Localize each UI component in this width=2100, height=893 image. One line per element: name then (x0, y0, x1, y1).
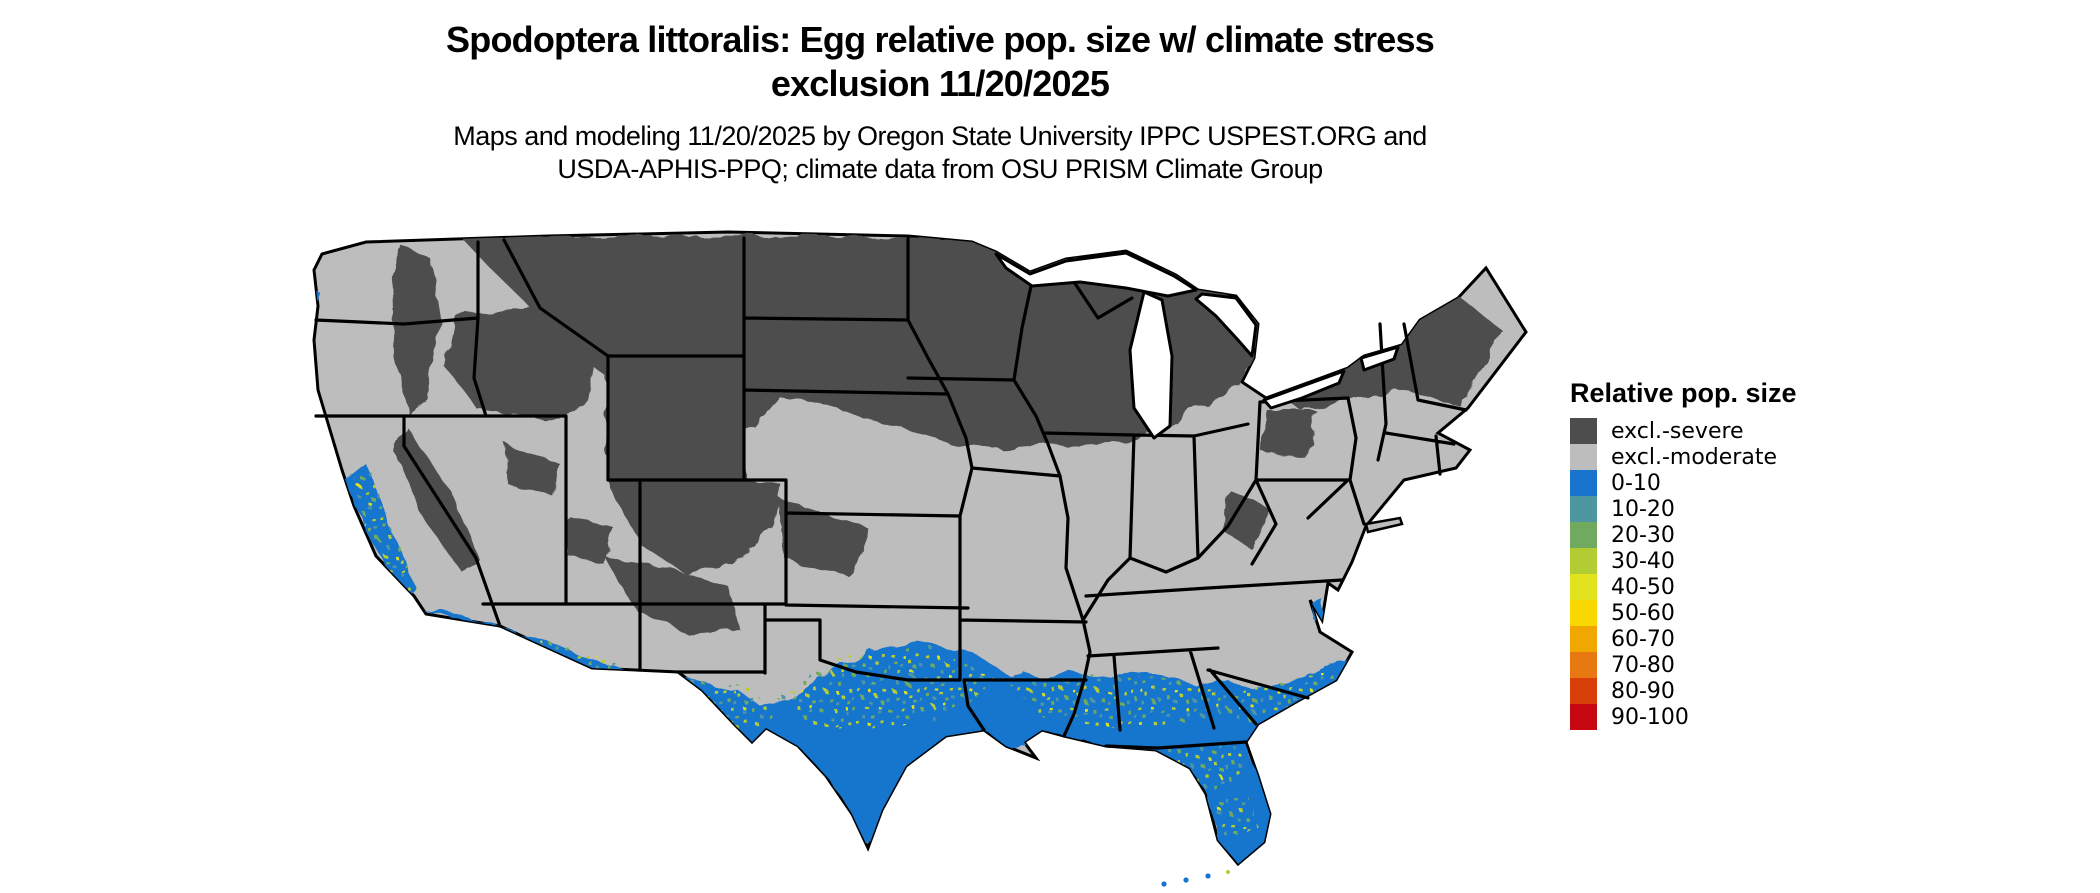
state-border-lines (314, 236, 1468, 750)
long-island (1364, 516, 1404, 534)
legend-label: 20-30 (1611, 522, 1675, 548)
speckle-west-texas (686, 676, 780, 734)
legend-swatch-10-20 (1570, 496, 1597, 522)
zone-severe-cascades (392, 246, 440, 414)
legend-label: excl.-severe (1611, 418, 1744, 444)
lake-michigan (1128, 290, 1174, 440)
legend-row: excl.-moderate (1570, 444, 1870, 470)
legend-swatch-40-50 (1570, 574, 1597, 600)
zone-severe-west-virginia-patch (1220, 490, 1270, 550)
legend-swatch-70-80 (1570, 652, 1597, 678)
map-subtitle-line-1: Maps and modeling 11/20/2025 by Oregon S… (453, 121, 1427, 151)
zone-severe-idaho-oregon (446, 306, 596, 420)
legend-label: 90-100 (1611, 704, 1689, 730)
speckle-central-texas (776, 646, 996, 730)
legend-row: 0-10 (1570, 470, 1870, 496)
legend-row: 60-70 (1570, 626, 1870, 652)
legend-label: 50-60 (1611, 600, 1675, 626)
us-conus-map (312, 230, 1528, 887)
zone-severe-nevada-patch (506, 444, 560, 496)
speckle-california-valley (354, 470, 418, 602)
map-subtitle-line-2: USDA-APHIS-PPQ; climate data from OSU PR… (557, 154, 1323, 184)
legend-swatch-60-70 (1570, 626, 1597, 652)
map-title-line-2: exclusion 11/20/2025 (770, 63, 1110, 104)
lake-huron (1194, 292, 1258, 358)
legend-row: excl.-severe (1570, 418, 1870, 444)
map-title: Spodoptera littoralis: Egg relative pop.… (160, 18, 1720, 106)
legend-swatch-80-90 (1570, 678, 1597, 704)
legend-label: 10-20 (1611, 496, 1675, 522)
legend-label: 40-50 (1611, 574, 1675, 600)
florida-keys-dot (1161, 881, 1167, 887)
legend-label: 80-90 (1611, 678, 1675, 704)
florida-keys-dot (1183, 877, 1189, 883)
legend-swatch-excl-severe (1570, 418, 1597, 444)
legend-swatch-0-10 (1570, 470, 1597, 496)
florida-keys-dot (1205, 873, 1211, 879)
zone-severe-rockies (606, 354, 783, 574)
legend-row: 50-60 (1570, 600, 1870, 626)
zone-severe-utah-patch (566, 516, 614, 566)
legend-label: 70-80 (1611, 652, 1675, 678)
legend-row: 20-30 (1570, 522, 1870, 548)
legend-label: 30-40 (1611, 548, 1675, 574)
legend-row: 70-80 (1570, 652, 1870, 678)
map-container (308, 228, 1533, 888)
speckle-north-florida (1156, 742, 1252, 790)
legend-label: 60-70 (1611, 626, 1675, 652)
map-title-line-1: Spodoptera littoralis: Egg relative pop.… (446, 19, 1435, 60)
zone-severe-west-kansas (778, 498, 868, 578)
legend-swatch-20-30 (1570, 522, 1597, 548)
legend-rows: excl.-severe excl.-moderate 0-10 10-20 2… (1570, 418, 1870, 730)
lake-erie (1262, 369, 1346, 410)
great-lakes (994, 251, 1400, 440)
zone-blue-delmarva (1312, 600, 1324, 624)
legend-row: 10-20 (1570, 496, 1870, 522)
speckle-central-florida (1210, 796, 1258, 844)
map-subtitle: Maps and modeling 11/20/2025 by Oregon S… (160, 120, 1720, 186)
florida-keys-dot (1226, 870, 1230, 874)
legend-title: Relative pop. size (1570, 378, 1797, 408)
lake-superior (994, 251, 1198, 298)
map-legend: Relative pop. size excl.-severe excl.-mo… (1570, 378, 1870, 730)
legend-swatch-90-100 (1570, 704, 1597, 730)
legend-swatch-30-40 (1570, 548, 1597, 574)
legend-row: 80-90 (1570, 678, 1870, 704)
state-borders (314, 236, 1468, 750)
coastal-details (1161, 516, 1404, 887)
legend-row: 30-40 (1570, 548, 1870, 574)
legend-label: 0-10 (1611, 470, 1661, 496)
lake-ontario (1359, 345, 1400, 372)
speckle-georgia-carolinas (1186, 668, 1342, 722)
legend-swatch-excl-moderate (1570, 444, 1597, 470)
legend-label: excl.-moderate (1611, 444, 1777, 470)
zone-severe-pennsylvania-patch (1264, 410, 1316, 458)
legend-row: 90-100 (1570, 704, 1870, 730)
legend-row: 40-50 (1570, 574, 1870, 600)
legend-swatch-50-60 (1570, 600, 1597, 626)
